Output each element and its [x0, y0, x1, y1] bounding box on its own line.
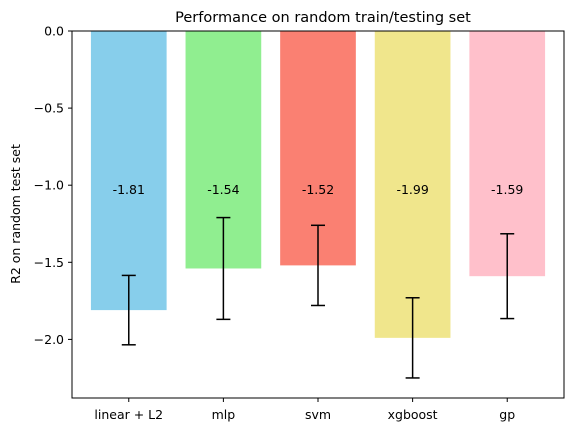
- y-tick-label-3: −1.5: [34, 255, 64, 270]
- y-tick-label-0: 0.0: [44, 24, 64, 39]
- x-tick-label-3: xgboost: [388, 407, 438, 422]
- plot-frame: [71, 30, 565, 399]
- value-label-4: -1.59: [491, 182, 523, 197]
- y-axis-label: R2 on random test set: [8, 144, 23, 284]
- bar-0: [90, 31, 167, 311]
- x-tick-label-4: gp: [499, 407, 515, 422]
- value-label-3: -1.99: [396, 182, 428, 197]
- error-bars-group: [121, 216, 515, 379]
- chart-title: Performance on random train/testing set: [175, 10, 471, 26]
- x-tick-label-2: svm: [305, 407, 331, 422]
- x-tick-label-0: linear + L2: [94, 407, 163, 422]
- value-label-1: -1.54: [207, 182, 239, 197]
- value-labels-group: -1.81 -1.54 -1.52 -1.99 -1.59: [113, 182, 524, 197]
- y-tick-label-1: −0.5: [34, 101, 64, 116]
- value-label-2: -1.52: [302, 182, 334, 197]
- x-tick-label-1: mlp: [212, 407, 236, 422]
- y-tick-label-2: −1.0: [34, 178, 64, 193]
- bar-3: [374, 31, 451, 338]
- value-label-0: -1.81: [113, 182, 145, 197]
- y-tick-label-4: −2.0: [34, 332, 64, 347]
- x-axis: linear + L2 mlp svm xgboost gp: [94, 398, 515, 422]
- y-axis: 0.0 −0.5 −1.0 −1.5 −2.0: [34, 24, 72, 347]
